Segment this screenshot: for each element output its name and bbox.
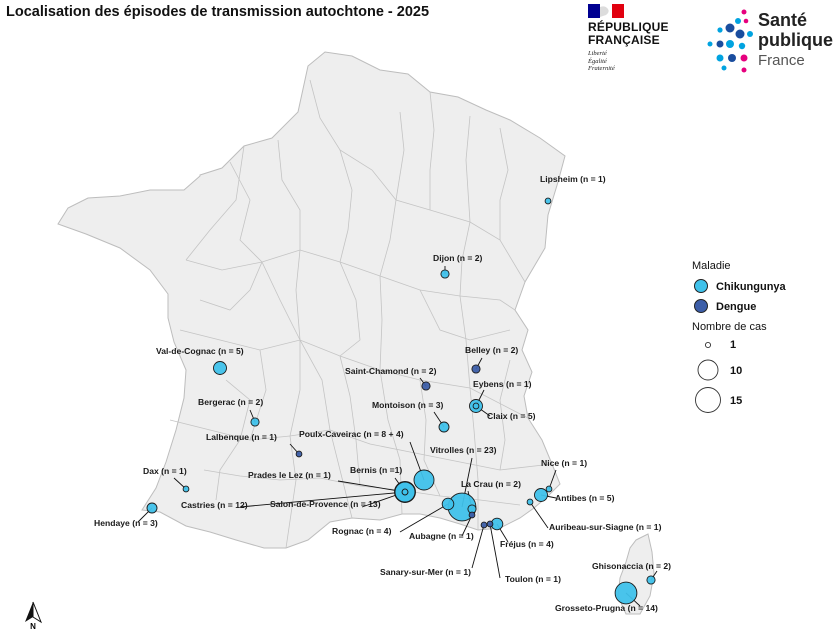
legend-size-title: Nombre de cas	[692, 321, 767, 333]
case-point	[146, 502, 158, 514]
place-label: Aubagne (n = 1)	[409, 531, 474, 541]
place-label: Auribeau-sur-Siagne (n = 1)	[549, 522, 662, 532]
legend-item-dengue: Dengue	[692, 299, 756, 313]
legend-item-chikungunya: Chikungunya	[692, 279, 786, 293]
place-label: Rognac (n = 4)	[332, 526, 392, 536]
case-point	[544, 197, 552, 205]
place-label: Grosseto-Prugna (n = 14)	[555, 603, 658, 613]
case-point	[413, 469, 435, 491]
size-circle-1	[704, 341, 712, 349]
place-label: Saint-Chamond (n = 2)	[345, 366, 437, 376]
republique-francaise-logo: RÉPUBLIQUE FRANÇAISE Liberté Égalité Fra…	[588, 4, 683, 80]
case-point	[440, 269, 450, 279]
dengue-swatch-icon	[694, 299, 708, 313]
svg-text:N: N	[30, 622, 36, 629]
place-label: Nice (n = 1)	[541, 458, 587, 468]
place-label: Lalbenque (n = 1)	[206, 432, 277, 442]
case-point	[480, 521, 488, 529]
map-title: Localisation des épisodes de transmissio…	[6, 4, 430, 20]
place-label: Bergerac (n = 2)	[198, 397, 263, 407]
place-label: Sanary-sur-Mer (n = 1)	[380, 567, 471, 577]
place-label: Claix (n = 5)	[487, 411, 536, 421]
map-legend: Maladie Chikungunya Dengue Nombre de cas…	[692, 260, 832, 420]
size-legend-circles	[695, 341, 721, 413]
place-label: Poulx-Caveirac (n = 8 + 4)	[299, 429, 404, 439]
case-point	[545, 485, 553, 493]
case-point	[472, 402, 480, 410]
place-label: Dijon (n = 2)	[433, 253, 483, 263]
case-point	[213, 361, 227, 375]
place-label: Val-de-Cognac (n = 5)	[156, 346, 244, 356]
department-borders	[169, 79, 553, 549]
chikungunya-swatch-icon	[694, 279, 708, 293]
place-label: Vitrolles (n = 23)	[430, 445, 497, 455]
case-points	[146, 197, 656, 605]
place-label: Toulon (n = 1)	[505, 574, 561, 584]
place-label: Ghisonaccia (n = 2)	[592, 561, 671, 571]
republique-motto: Liberté Égalité Fraternité	[588, 50, 615, 72]
place-label: Montoison (n = 3)	[372, 400, 444, 410]
case-point	[182, 485, 190, 493]
size-circle-15	[695, 387, 721, 413]
marianne-flag-icon	[588, 4, 624, 18]
sante-publique-france-logo: Santé publique France	[706, 6, 836, 80]
case-point	[468, 511, 476, 519]
case-point	[441, 497, 455, 511]
case-point	[438, 421, 450, 433]
north-arrow-icon: N	[25, 601, 43, 631]
size-label-10: 10	[730, 365, 743, 377]
size-label-1: 1	[730, 339, 737, 351]
place-label: Prades le Lez (n = 1)	[248, 470, 331, 480]
case-point	[295, 450, 303, 458]
place-label: Antibes (n = 5)	[555, 493, 615, 503]
case-point	[486, 520, 494, 528]
case-point	[526, 498, 534, 506]
place-label: Lipsheim (n = 1)	[540, 174, 606, 184]
case-point	[250, 417, 260, 427]
place-label: Eybens (n = 1)	[473, 379, 532, 389]
size-label-15: 15	[730, 395, 743, 407]
place-label: Belley (n = 2)	[465, 345, 518, 355]
case-point	[471, 364, 481, 374]
legend-disease-title: Maladie	[692, 260, 731, 272]
place-labels: Lipsheim (n = 1) Dijon (n = 2) Val-de-Cogn…	[94, 174, 671, 613]
case-point	[534, 488, 548, 502]
place-label: Salon-de-Provence (n = 13)	[270, 499, 381, 509]
place-label: Fréjus (n = 4)	[500, 539, 554, 549]
case-point	[646, 575, 656, 585]
place-label: La Crau (n = 2)	[461, 479, 521, 489]
place-label: Hendaye (n = 3)	[94, 518, 158, 528]
place-label: Dax (n = 1)	[143, 466, 187, 476]
spf-dots-icon	[707, 9, 753, 73]
case-point	[614, 581, 638, 605]
place-label: Castries (n = 12)	[181, 500, 248, 510]
spf-name: Santé publique	[758, 10, 833, 50]
case-point	[421, 381, 431, 391]
case-point	[401, 488, 409, 496]
republique-name: RÉPUBLIQUE FRANÇAISE	[588, 20, 669, 47]
spf-sub: France	[758, 52, 805, 69]
place-label: Bernis (n =1)	[350, 465, 402, 475]
size-circle-10	[697, 359, 719, 381]
north-arrow: N	[20, 600, 46, 631]
